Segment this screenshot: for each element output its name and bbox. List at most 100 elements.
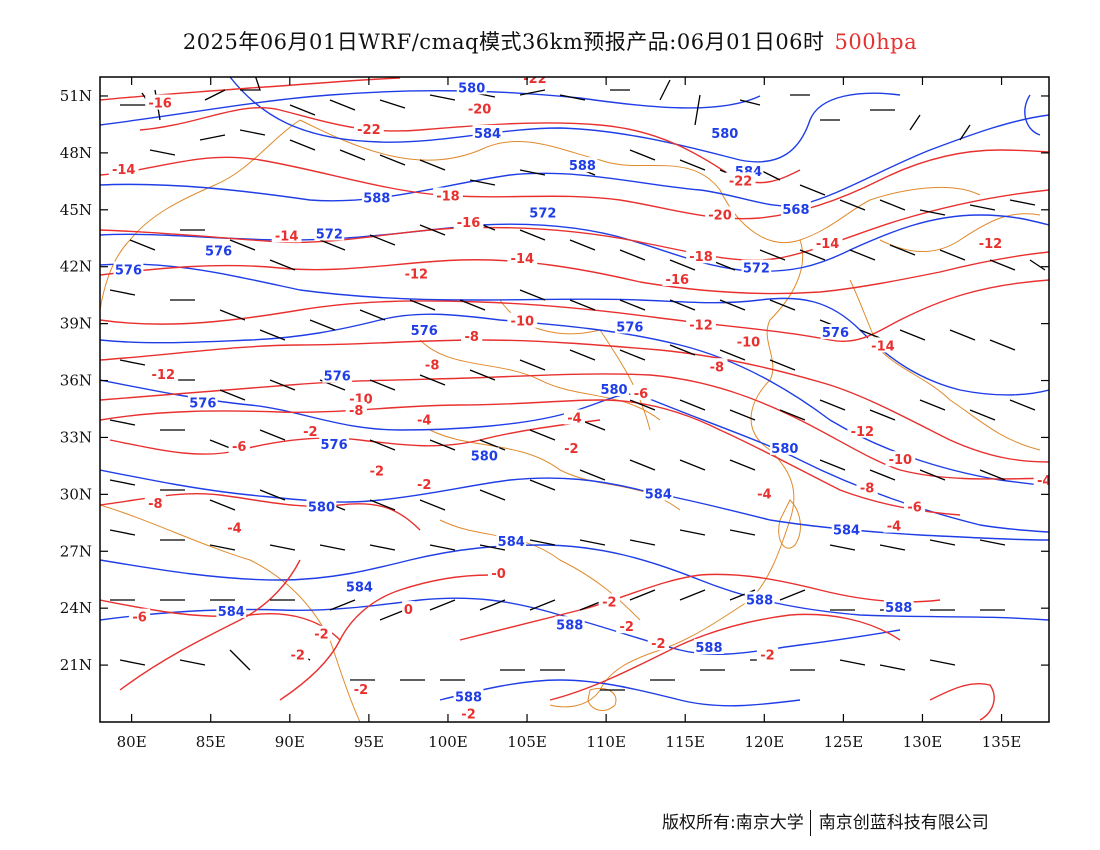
temperature-label: -12 [405,267,429,282]
height-labels: 576 580 584 580 588 588 584 572 572 568 576 576 572 5… [113,79,914,705]
lat-tick-label: 48N [60,144,92,162]
height-label: 580 [458,81,485,96]
temperature-label: -14 [275,229,299,244]
temperature-label: -4 [417,413,431,428]
temperature-label-bg [975,234,1006,250]
temperature-label: -12 [689,319,713,334]
height-label-bg [883,599,914,615]
temperature-label: -2 [354,683,368,698]
temperature-label: -2 [651,637,665,652]
temperature-label-bg [464,100,495,116]
height-label: 588 [695,641,722,656]
height-label-bg [319,436,349,452]
lon-tick-label: 130E [903,733,943,751]
chart-title: 2025年06月01日WRF/cmaq模式36km预报产品:06月01日06时 5… [0,26,1100,56]
temperature-label: -22 [523,72,547,87]
temperature-label-bg [812,234,843,250]
temperature-label: -8 [710,360,724,375]
height-label-bg [741,259,772,275]
lon-tick-label: 95E [354,733,384,751]
height-label: 588 [569,159,596,174]
temperature-label-bg [461,327,483,343]
temperature-label: -2 [760,649,774,664]
height-label: 584 [474,127,501,142]
lon-tick-label: 125E [824,733,864,751]
height-label: 580 [711,127,738,142]
height-label: 580 [600,383,627,398]
height-label-bg [554,616,585,632]
height-label-bg [567,157,598,173]
temperature-label-bg [630,384,652,400]
temperature-label-bg [563,409,586,425]
temperature-label: -16 [457,216,481,231]
lat-tick-label: 39N [60,315,92,333]
height-label: 576 [189,396,216,411]
temperature-label-bg [725,172,756,188]
temperature-label-bg [885,451,916,467]
height-label-bg [744,591,775,607]
height-label-bg [456,79,487,95]
height-label-bg [314,225,345,241]
height-label-bg [709,124,740,140]
lat-tick-label: 21N [60,656,92,674]
temperature-label: -6 [132,611,146,626]
height-label-bg [820,324,851,340]
height-label-bg [322,367,353,383]
height-label-bg [694,639,724,655]
temperature-label-bg [299,422,321,438]
height-label: 576 [616,320,643,335]
height-label: 576 [411,324,438,339]
temperature-label: -22 [729,174,753,189]
temperature-label-bg [228,437,250,453]
temperature-label-bg [413,475,435,491]
lon-tick-label: 90E [275,733,305,751]
temperature-label-bg [353,121,384,137]
temperature-label-bg [345,401,367,417]
height-label-bg [469,447,500,463]
height-label-bg [599,381,629,397]
temperature-label-bg [686,248,716,264]
height-label-bg [769,439,800,455]
footer: 版权所有:南京大学 南京创蓝科技有限公司 [662,808,989,836]
temperature-label-bg [433,187,463,203]
temperature-label-bg [421,356,443,372]
temperature-label-bg [733,333,764,349]
height-label: 576 [822,326,849,341]
height-label-bg [527,204,558,220]
height-contours [100,77,1049,707]
hainan-coast [587,687,617,711]
title-main: 2025年06月01日WRF/cmaq模式36km预报产品:06月01日06时 [182,30,825,54]
temperature-label: -2 [303,425,317,440]
height-label: 584 [218,605,245,620]
temperature-label-bg [868,337,898,353]
temperature-label: -18 [689,250,713,265]
temperature-label-bg [507,250,538,266]
temperature-label: -2 [314,628,328,643]
lat-tick-label: 42N [60,258,92,276]
temperature-label: -16 [148,97,172,112]
lat-tick-label: 36N [60,372,92,390]
temperature-label: -20 [468,102,492,117]
coast-east [549,239,804,708]
lon-tick-label: 80E [117,733,147,751]
lat-tick-label: 27N [60,542,92,560]
lat-tick-label: 51N [60,87,92,105]
temperature-label: -8 [349,404,363,419]
temperature-label-bg [903,498,926,514]
footer-separator [809,810,811,836]
height-label: 576 [115,264,142,279]
lat-tick-label: 24N [60,599,92,617]
temperature-label-bg [144,494,166,510]
temperature-label: -20 [708,208,732,223]
copyright-text: 版权所有:南京大学 [662,813,804,833]
lon-tick-label: 120E [745,733,785,751]
height-label-bg [216,602,247,618]
temperature-label: -22 [357,123,381,138]
temperature-label-bg [145,94,176,110]
temperature-label: -18 [436,190,460,205]
temperature-label: -10 [889,453,913,468]
temperature-label: -10 [511,315,535,330]
temperature-label: -14 [112,163,136,178]
temperature-label-bg [402,601,415,617]
